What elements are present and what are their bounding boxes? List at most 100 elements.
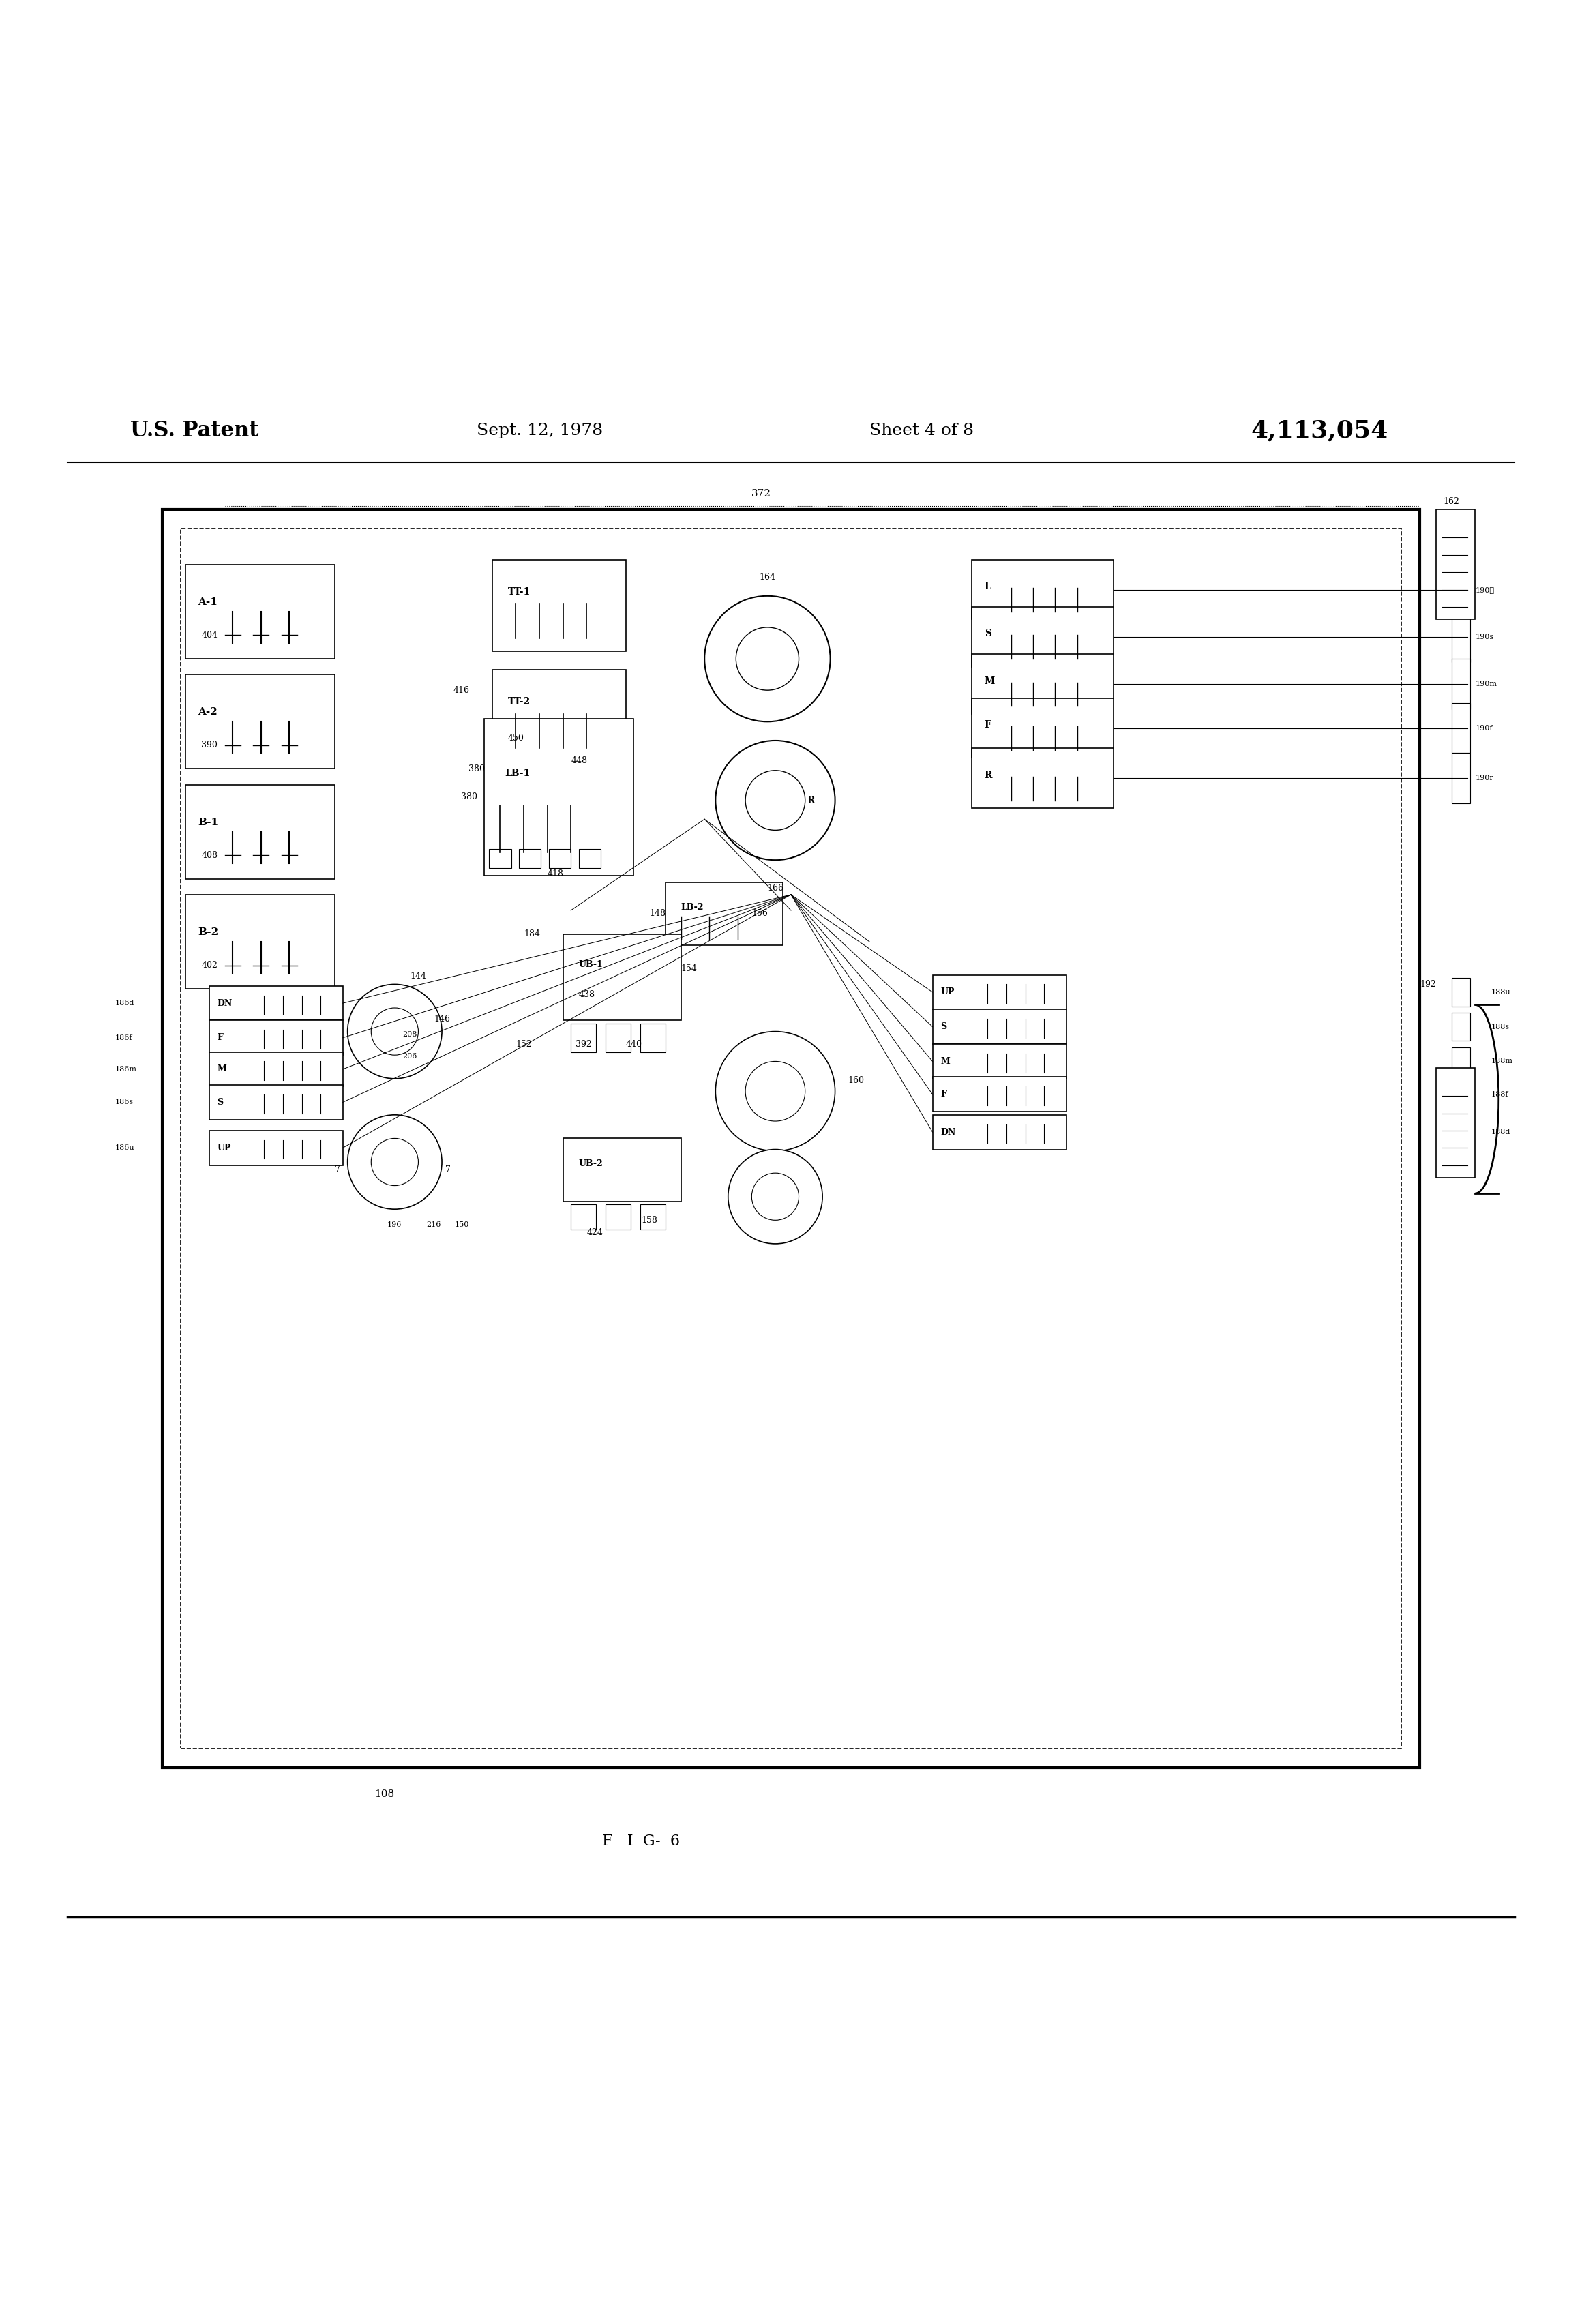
Bar (932, 1076, 1066, 1111)
Text: B-2: B-2 (198, 927, 218, 937)
Text: 188f: 188f (1490, 1090, 1508, 1097)
Text: Sept. 12, 1978: Sept. 12, 1978 (476, 423, 603, 439)
Bar (492, 669, 626, 760)
Bar (563, 934, 680, 1020)
Text: 190m: 190m (1474, 681, 1497, 688)
Bar (484, 718, 634, 876)
Bar (1451, 978, 1470, 1006)
Text: M: M (217, 1064, 226, 1074)
Text: 188s: 188s (1490, 1023, 1509, 1030)
Text: S: S (217, 1097, 223, 1106)
Bar (1451, 1081, 1470, 1109)
Bar (971, 697, 1114, 758)
Text: 188m: 188m (1490, 1057, 1512, 1064)
Circle shape (348, 985, 441, 1078)
Bar (185, 565, 335, 658)
Text: F: F (217, 1034, 223, 1041)
Text: 190ℓ: 190ℓ (1474, 586, 1493, 593)
Text: 7: 7 (335, 1164, 340, 1174)
Bar (932, 974, 1066, 1009)
Bar (185, 786, 335, 878)
Bar (209, 1020, 343, 1055)
Text: 108: 108 (375, 1789, 394, 1799)
Bar (664, 883, 783, 946)
Text: 186f: 186f (115, 1034, 133, 1041)
Text: 424: 424 (587, 1229, 603, 1236)
Text: UP: UP (940, 988, 954, 997)
Text: LB-1: LB-1 (505, 769, 530, 779)
Text: 160: 160 (848, 1076, 864, 1085)
Circle shape (751, 1174, 799, 1220)
Text: F   I  G-  6: F I G- 6 (603, 1834, 680, 1850)
Bar (1451, 1048, 1470, 1076)
Bar (971, 748, 1114, 809)
Circle shape (348, 1116, 441, 1208)
Bar (549, 848, 571, 867)
Circle shape (736, 627, 799, 690)
Text: DN: DN (217, 999, 233, 1009)
Bar (932, 1009, 1066, 1043)
Text: 186m: 186m (115, 1067, 136, 1074)
Bar (579, 848, 601, 867)
Text: 402: 402 (201, 962, 218, 969)
Text: M: M (984, 676, 995, 686)
Bar (185, 895, 335, 990)
Text: TT-1: TT-1 (508, 588, 530, 597)
Text: 380: 380 (460, 792, 478, 802)
Text: 190f: 190f (1474, 725, 1492, 732)
Text: 438: 438 (579, 990, 595, 999)
Bar (971, 560, 1114, 621)
Text: F: F (940, 1090, 946, 1099)
Text: 146: 146 (433, 1016, 451, 1023)
Bar (1451, 1118, 1470, 1146)
Text: UP: UP (217, 1143, 231, 1153)
Text: 416: 416 (452, 686, 470, 695)
Text: 4,113,054: 4,113,054 (1251, 418, 1389, 442)
Bar (563, 1139, 680, 1202)
Text: LB-2: LB-2 (680, 902, 704, 911)
Text: 196: 196 (388, 1222, 402, 1229)
Text: R: R (984, 772, 992, 781)
Text: 390: 390 (201, 741, 218, 751)
Bar (209, 985, 343, 1020)
Text: 448: 448 (571, 758, 587, 765)
Text: 206: 206 (402, 1053, 418, 1060)
Bar (606, 1204, 631, 1229)
Text: 392: 392 (576, 1039, 592, 1048)
Text: 192: 192 (1421, 981, 1436, 988)
Bar (606, 1023, 631, 1053)
Text: 216: 216 (426, 1222, 441, 1229)
Bar (1451, 565, 1470, 616)
Text: F: F (984, 720, 992, 730)
Bar (971, 653, 1114, 713)
Text: 408: 408 (201, 851, 218, 860)
Bar (1451, 611, 1470, 662)
Text: 186d: 186d (115, 999, 134, 1006)
Text: M: M (940, 1057, 949, 1067)
Bar (1436, 509, 1474, 621)
Text: B-1: B-1 (198, 818, 218, 827)
Bar (571, 1023, 596, 1053)
Text: 162: 162 (1443, 497, 1460, 507)
Bar (571, 1204, 596, 1229)
Text: 380: 380 (468, 765, 486, 774)
Text: 148: 148 (650, 909, 666, 918)
Text: 184: 184 (524, 930, 539, 939)
Text: A-2: A-2 (198, 706, 218, 718)
Text: 158: 158 (642, 1215, 658, 1225)
Text: 208: 208 (402, 1032, 418, 1039)
Text: UB-2: UB-2 (579, 1160, 603, 1169)
Text: A-1: A-1 (198, 597, 218, 607)
Bar (492, 560, 626, 651)
Bar (489, 848, 511, 867)
Circle shape (372, 1139, 418, 1185)
Text: 404: 404 (201, 630, 218, 639)
Bar (519, 848, 541, 867)
Bar (1451, 753, 1470, 804)
Text: 7: 7 (445, 1164, 451, 1174)
Text: 188d: 188d (1490, 1129, 1511, 1136)
Bar (971, 607, 1114, 667)
Text: 156: 156 (751, 909, 767, 918)
Text: 450: 450 (508, 734, 524, 744)
Bar (209, 1085, 343, 1120)
